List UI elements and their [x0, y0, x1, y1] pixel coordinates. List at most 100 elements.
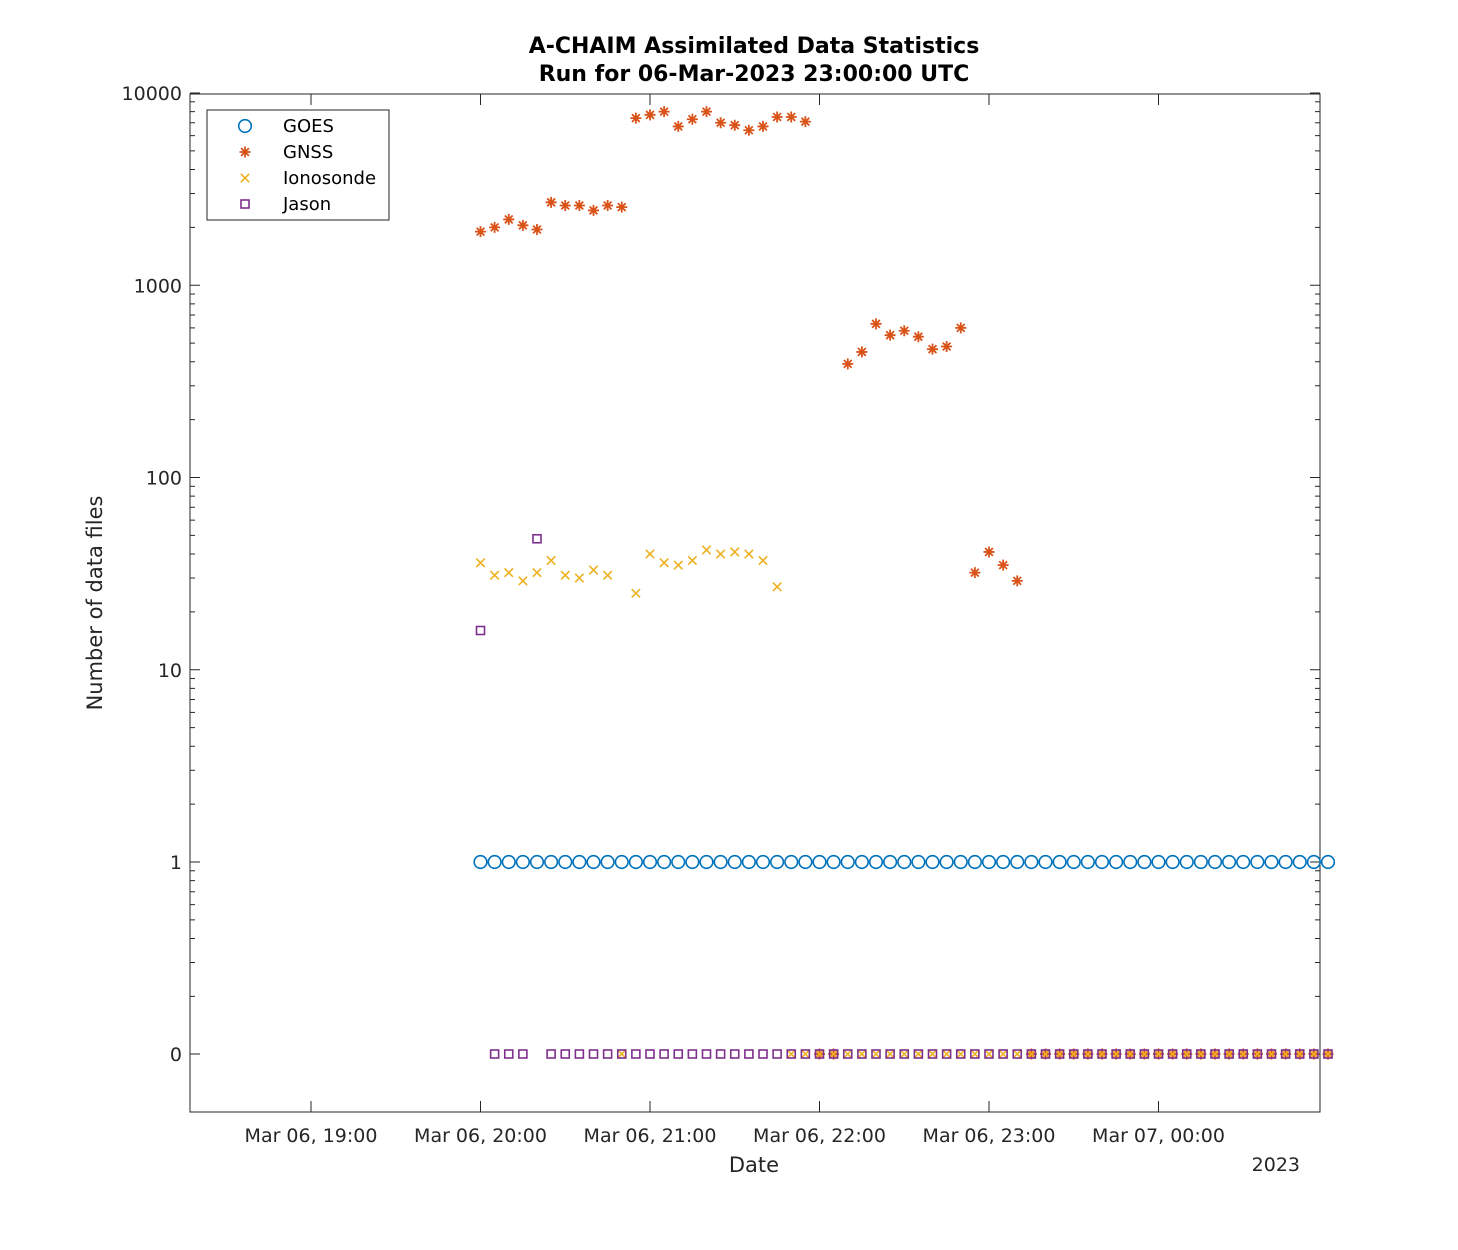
- data-point: [1309, 1049, 1319, 1059]
- data-point: [744, 1049, 754, 1059]
- data-point: [1207, 854, 1223, 870]
- data-point: [1210, 1049, 1220, 1059]
- data-point: [784, 854, 799, 870]
- data-marks: [473, 106, 1336, 1060]
- data-point: [771, 111, 783, 123]
- y-axis-ticks: 0 1 10 100 1000 10000: [122, 83, 1320, 1066]
- data-point: [798, 854, 813, 870]
- data-point: [800, 1049, 811, 1059]
- data-point: [699, 854, 714, 870]
- data-point: [755, 854, 771, 870]
- data-point: [758, 555, 768, 566]
- data-point: [616, 201, 628, 213]
- data-point: [1224, 1049, 1234, 1059]
- data-point: [475, 226, 486, 238]
- data-point: [840, 854, 855, 870]
- data-point: [1125, 1049, 1136, 1059]
- data-point: [671, 854, 686, 870]
- data-point: [868, 854, 884, 870]
- data-point: [672, 120, 684, 132]
- data-point: [911, 854, 926, 870]
- data-point: [645, 1049, 655, 1059]
- data-point: [857, 1049, 867, 1059]
- data-point: [981, 854, 997, 870]
- data-point: [1094, 854, 1110, 870]
- data-point: [715, 1049, 726, 1059]
- data-point: [727, 854, 742, 870]
- data-point: [899, 1049, 910, 1059]
- data-point: [1278, 854, 1293, 870]
- data-point: [770, 854, 785, 870]
- data-point: [1196, 1049, 1206, 1059]
- data-point: [602, 199, 614, 211]
- data-point: [588, 204, 599, 216]
- data-point: [1222, 854, 1237, 870]
- data-point: [799, 116, 811, 128]
- data-point: [1040, 1049, 1051, 1059]
- data-point: [1309, 1049, 1319, 1059]
- data-point: [1024, 854, 1039, 870]
- data-point: [927, 343, 938, 355]
- data-point: [1266, 1049, 1277, 1059]
- data-point: [812, 854, 827, 870]
- data-point: [785, 111, 797, 123]
- x-tick-label: Mar 06, 23:00: [923, 1125, 1056, 1147]
- data-point: [503, 567, 514, 578]
- data-point: [1294, 1049, 1305, 1059]
- data-point: [814, 1049, 825, 1059]
- data-point: [1323, 1049, 1333, 1059]
- data-point: [602, 570, 613, 581]
- y-tick-label: 100: [146, 468, 182, 490]
- legend-marker: [237, 118, 253, 134]
- data-point: [487, 854, 502, 870]
- data-point: [871, 1049, 881, 1059]
- x-tick-label: Mar 06, 21:00: [584, 1125, 717, 1147]
- data-point: [644, 109, 656, 121]
- data-point: [1125, 1049, 1136, 1059]
- data-point: [1038, 854, 1053, 870]
- data-point: [1010, 854, 1025, 870]
- data-point: [1181, 1049, 1192, 1059]
- data-point: [1179, 854, 1194, 870]
- data-point: [1193, 854, 1208, 870]
- data-point: [1068, 1049, 1079, 1059]
- y-tick-label: 1: [170, 852, 182, 874]
- series-ionosonde: [475, 545, 1333, 1059]
- data-point: [842, 358, 854, 370]
- data-point: [631, 588, 641, 599]
- data-point: [1292, 854, 1307, 870]
- data-point: [828, 1049, 839, 1059]
- data-point: [558, 854, 573, 870]
- data-point: [913, 1049, 924, 1059]
- data-point: [628, 854, 643, 870]
- data-point: [969, 567, 981, 579]
- data-point: [657, 854, 672, 870]
- y-tick-label: 10000: [122, 83, 182, 105]
- data-point: [1109, 854, 1124, 870]
- data-point: [970, 1049, 980, 1059]
- data-point: [1011, 575, 1023, 587]
- data-point: [489, 570, 500, 581]
- data-point: [503, 213, 515, 225]
- data-point: [857, 1049, 867, 1059]
- data-point: [685, 854, 700, 870]
- data-point: [687, 1049, 698, 1059]
- data-point: [1153, 1049, 1164, 1059]
- data-point: [786, 1049, 797, 1059]
- data-point: [659, 1049, 669, 1059]
- data-point: [1280, 1049, 1291, 1059]
- data-point: [1238, 1049, 1249, 1059]
- data-point: [1097, 1049, 1107, 1059]
- data-point: [786, 1049, 797, 1059]
- data-point: [842, 1049, 853, 1059]
- data-point: [489, 1049, 500, 1059]
- data-point: [501, 854, 516, 870]
- data-point: [701, 106, 712, 118]
- y-tick-label: 1000: [134, 275, 182, 297]
- data-point: [955, 1049, 966, 1059]
- x-axis-ticks: Mar 06, 19:00 Mar 06, 20:00 Mar 06, 21:00 M…: [245, 94, 1225, 1147]
- data-point: [927, 1049, 938, 1059]
- data-point: [814, 1049, 825, 1059]
- data-point: [941, 1049, 952, 1059]
- x-tick-label: Mar 06, 20:00: [414, 1125, 547, 1147]
